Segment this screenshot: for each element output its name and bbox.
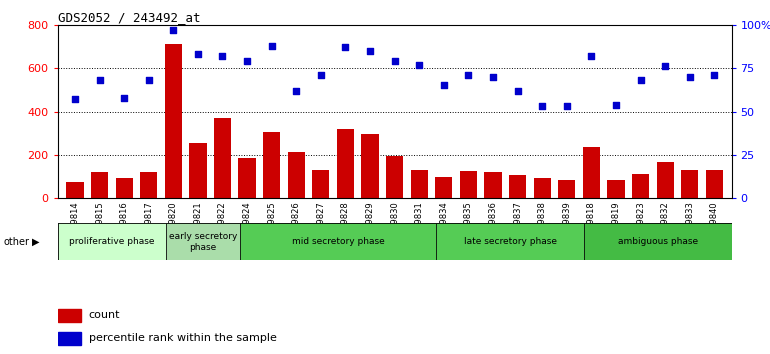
Point [290,88,303,93]
Bar [313,170,330,198]
Point [241,58,253,64]
Point [536,103,548,109]
Point [118,95,130,101]
Text: percentile rank within the sample: percentile rank within the sample [89,333,276,343]
Point [659,64,671,69]
Bar [189,143,206,198]
Bar [336,129,354,198]
Text: early secretory
phase: early secretory phase [169,232,237,252]
Bar [681,170,698,198]
Point [93,78,105,83]
Bar [66,182,84,198]
Point [634,78,647,83]
Bar [239,223,437,260]
Point [69,97,81,102]
Text: ▶: ▶ [32,236,40,247]
Bar [608,180,624,198]
Bar [386,156,403,198]
Point [413,62,425,68]
Bar [558,180,575,198]
Text: late secretory phase: late secretory phase [464,237,557,246]
Point [561,103,573,109]
Bar [509,176,526,198]
Point [167,27,179,33]
Bar [361,134,379,198]
Bar [58,309,81,322]
Point [216,53,229,59]
Text: ambiguous phase: ambiguous phase [618,237,698,246]
Bar [214,118,231,198]
Text: mid secretory phase: mid secretory phase [292,237,384,246]
Bar [91,172,108,198]
Bar [140,172,157,198]
Bar [583,147,600,198]
Point [610,102,622,107]
Point [487,74,499,80]
Bar [239,158,256,198]
Bar [534,178,551,198]
Point [684,74,696,80]
Bar [58,332,81,345]
Bar [632,175,649,198]
Point [388,58,400,64]
Bar [460,171,477,198]
Bar [165,44,182,198]
Bar [657,162,674,198]
Bar [58,223,166,260]
Point [364,48,377,53]
Point [511,88,524,93]
Bar [435,177,453,198]
Point [340,45,352,50]
Point [315,72,327,78]
Bar [116,178,132,198]
Point [266,43,278,48]
Bar [263,132,280,198]
Point [192,51,204,57]
Point [708,72,721,78]
Bar [437,223,584,260]
Bar [705,170,723,198]
Point [437,82,450,88]
Bar [166,223,239,260]
Bar [584,223,731,260]
Text: count: count [89,310,120,320]
Bar [410,170,428,198]
Text: proliferative phase: proliferative phase [69,237,155,246]
Point [142,78,155,83]
Bar [288,152,305,198]
Point [462,72,474,78]
Text: GDS2052 / 243492_at: GDS2052 / 243492_at [58,11,200,24]
Bar [484,172,501,198]
Text: other: other [4,236,30,247]
Point [585,53,598,59]
